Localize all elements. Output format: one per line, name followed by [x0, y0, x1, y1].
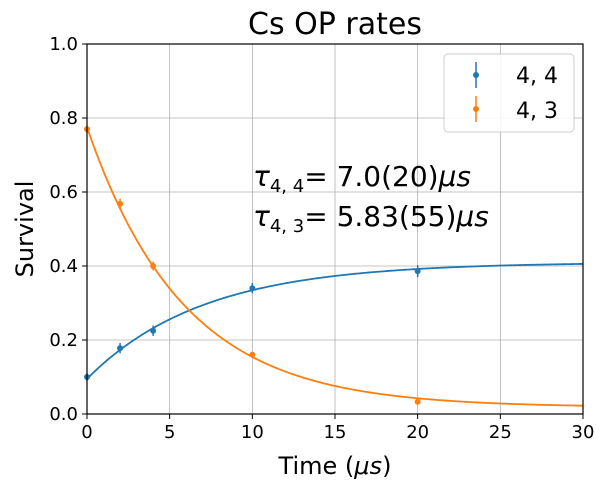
legend: 4, 4 4, 3 [443, 53, 575, 133]
x-tick-label: 25 [489, 422, 512, 443]
data-point [414, 398, 421, 405]
y-axis-label: Survival [11, 181, 39, 278]
x-tick-label: 10 [241, 422, 264, 443]
data-point [117, 200, 124, 207]
data-point [414, 268, 421, 275]
x-axis-ticks: 0 5 10 15 20 25 30 [81, 414, 594, 443]
x-tick-label: 5 [164, 422, 175, 443]
fit-curve-series-1 [86, 126, 584, 407]
data-point [249, 285, 256, 292]
y-tick-label: 0.8 [49, 108, 78, 129]
x-axis-label: Time (μs) [278, 452, 392, 480]
y-tick-label: 0.4 [49, 256, 78, 277]
data-point [117, 345, 124, 352]
tau-44-annotation: τ4, 4= 7.0(20)μs [253, 160, 471, 197]
fit-curves [86, 126, 584, 407]
data-point [150, 327, 157, 334]
y-tick-label: 0.6 [49, 182, 78, 203]
legend-marker-43-dot [473, 106, 479, 112]
fit-curve-series-0 [86, 263, 584, 380]
data-point [249, 351, 256, 358]
y-tick-label: 0.2 [49, 330, 78, 351]
legend-label-44: 4, 4 [516, 64, 558, 89]
tau-43-annotation: τ4, 3= 5.83(55)μs [253, 200, 489, 237]
chart-title: Cs OP rates [248, 7, 422, 42]
y-tick-label: 1.0 [49, 34, 78, 55]
x-tick-label: 20 [406, 422, 429, 443]
data-point [150, 263, 157, 269]
x-tick-label: 15 [324, 422, 347, 443]
y-axis-ticks: 0.0 0.2 0.4 0.6 0.8 1.0 [49, 34, 87, 425]
x-tick-label: 30 [572, 422, 595, 443]
legend-marker-44-dot [473, 72, 479, 78]
y-tick-label: 0.0 [49, 404, 78, 425]
x-tick-label: 0 [81, 422, 92, 443]
fit-annotations: τ4, 4= 7.0(20)μs τ4, 3= 5.83(55)μs [253, 160, 489, 237]
legend-label-43: 4, 3 [516, 99, 558, 124]
